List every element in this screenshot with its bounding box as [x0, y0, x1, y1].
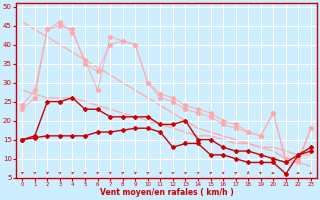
X-axis label: Vent moyen/en rafales ( km/h ): Vent moyen/en rafales ( km/h )	[100, 188, 234, 197]
